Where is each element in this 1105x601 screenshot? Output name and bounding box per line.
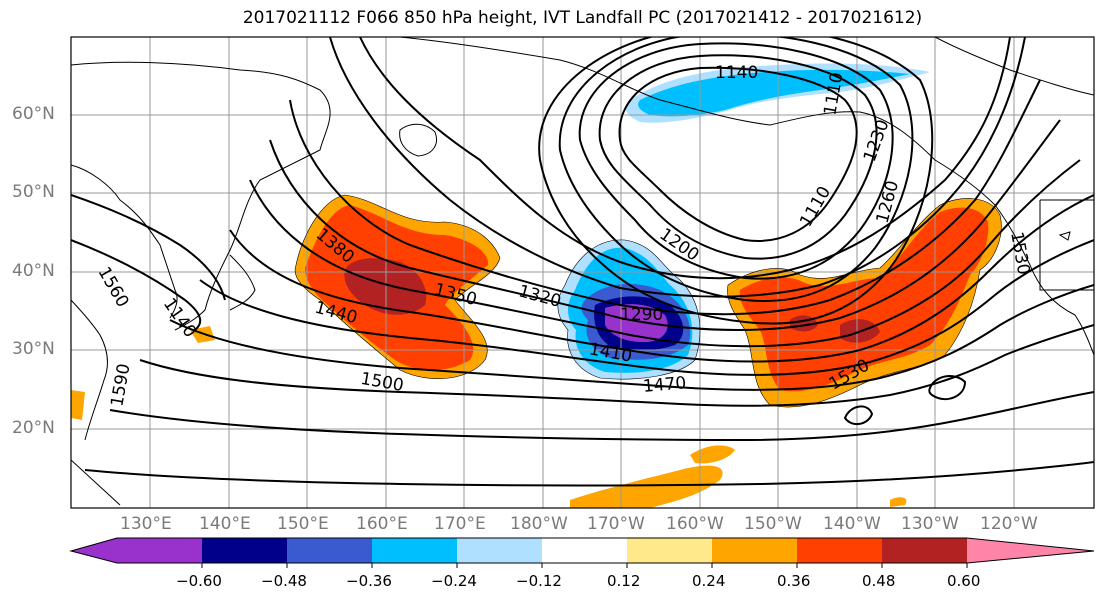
colorbar-segment [542, 538, 627, 563]
colorbar [69, 537, 1095, 568]
colorbar-tick-label: 0.12 [607, 572, 641, 590]
contour-label: 1140 [715, 63, 758, 83]
contour-label: 1290 [620, 305, 663, 325]
colorbar-tick-label: −0.48 [261, 572, 307, 590]
colorbar-extend-high [967, 538, 1094, 563]
colorbar-tick-label: −0.12 [516, 572, 562, 590]
colorbar-tick-label: 0.60 [947, 572, 981, 590]
colorbar-segment [202, 538, 287, 563]
contour-label: 1470 [642, 373, 687, 397]
graticule [71, 37, 1094, 508]
colorbar-segment [287, 538, 372, 563]
colorbar-segment [627, 538, 712, 563]
lon-label: 130°W [901, 514, 959, 534]
shading-outlines [294, 194, 1002, 408]
lon-label: 150°E [277, 514, 329, 534]
colorbar-tick-label: 0.48 [862, 572, 896, 590]
lon-label: 140°E [199, 514, 251, 534]
colorbar-tick-label: −0.60 [176, 572, 222, 590]
lon-label: 160°W [666, 514, 724, 534]
lat-label: 20°N [12, 418, 55, 438]
colorbar-segment [117, 538, 202, 563]
lon-label: 150°W [744, 514, 802, 534]
colorbar-segment [712, 538, 797, 563]
lon-label: 170°E [434, 514, 486, 534]
colorbar-segment [372, 538, 457, 563]
height-contours [71, 37, 1094, 487]
colorbar-extend-low [71, 538, 117, 563]
ivt-anomaly-east [71, 198, 1002, 508]
colorbar-tick-label: −0.36 [346, 572, 392, 590]
lat-label: 40°N [12, 261, 55, 281]
lat-label: 50°N [12, 182, 55, 202]
lon-label: 140°W [823, 514, 881, 534]
colorbar-tick-label: 0.24 [692, 572, 726, 590]
lon-label: 120°W [980, 514, 1038, 534]
colorbar-segment [457, 538, 542, 563]
map-frame [70, 36, 1095, 509]
lat-label: 60°N [12, 104, 55, 124]
lon-label: 130°E [120, 514, 172, 534]
map-title: 2017021112 F066 850 hPa height, IVT Land… [242, 8, 923, 28]
lon-label: 160°E [356, 514, 408, 534]
colorbar-segment [797, 538, 882, 563]
colorbar-tick-label: −0.24 [431, 572, 477, 590]
lon-label: 180°W [510, 514, 568, 534]
lat-label: 30°N [12, 339, 55, 359]
colorbar-segment [882, 538, 967, 563]
colorbar-tick-label: 0.36 [777, 572, 811, 590]
colorbar-outline [69, 537, 1095, 564]
lon-label: 170°W [587, 514, 645, 534]
